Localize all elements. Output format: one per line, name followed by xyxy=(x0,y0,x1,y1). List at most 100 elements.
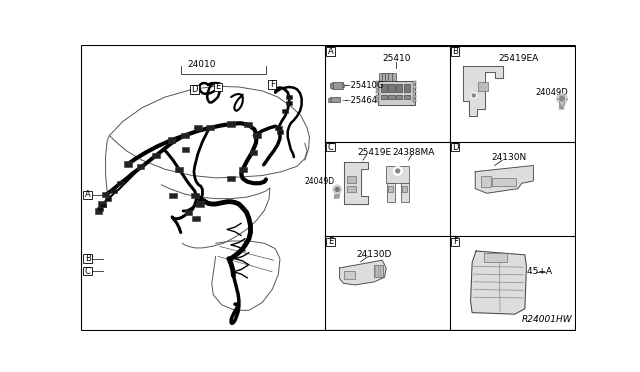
Text: - 25410G: - 25410G xyxy=(345,81,383,90)
Bar xyxy=(492,178,516,186)
Bar xyxy=(378,81,415,106)
Bar xyxy=(376,86,379,89)
Bar xyxy=(478,81,488,91)
Bar xyxy=(214,83,222,91)
Bar xyxy=(286,95,292,99)
Bar xyxy=(180,133,189,138)
Bar xyxy=(168,137,175,143)
Bar xyxy=(326,238,335,246)
Bar xyxy=(413,81,417,84)
Text: 25410: 25410 xyxy=(382,54,410,63)
Bar xyxy=(376,81,379,84)
Bar xyxy=(169,193,177,198)
Text: 25419EA: 25419EA xyxy=(499,54,539,63)
Bar xyxy=(374,265,383,277)
Circle shape xyxy=(333,185,342,194)
Text: A: A xyxy=(85,190,91,199)
Text: B: B xyxy=(85,254,91,263)
Bar xyxy=(481,176,491,187)
Text: 25419E: 25419E xyxy=(357,148,392,157)
Text: R24001HW: R24001HW xyxy=(522,315,572,324)
Bar xyxy=(382,73,387,82)
Polygon shape xyxy=(463,66,503,116)
Bar xyxy=(206,125,214,131)
Text: F: F xyxy=(452,237,458,246)
Bar xyxy=(379,73,384,82)
Bar xyxy=(344,271,355,279)
Text: E: E xyxy=(328,237,333,246)
Circle shape xyxy=(393,166,403,176)
Bar xyxy=(83,190,92,199)
Bar xyxy=(413,86,417,89)
Text: 24388MA: 24388MA xyxy=(392,148,435,157)
Bar xyxy=(484,253,507,262)
Text: 24130D: 24130D xyxy=(357,250,392,259)
Bar xyxy=(326,47,335,56)
Polygon shape xyxy=(476,166,533,193)
Bar xyxy=(386,166,410,183)
Bar xyxy=(413,95,417,98)
Bar xyxy=(152,153,160,158)
Bar xyxy=(244,122,252,128)
Text: C: C xyxy=(328,142,333,151)
Circle shape xyxy=(470,92,477,99)
Bar xyxy=(253,133,260,138)
Bar xyxy=(191,85,199,93)
Bar xyxy=(83,254,92,263)
Polygon shape xyxy=(340,260,386,285)
Polygon shape xyxy=(344,162,368,204)
Bar xyxy=(97,208,103,211)
Text: - 25464: - 25464 xyxy=(345,96,377,105)
Bar xyxy=(136,164,145,169)
Text: 24345+A: 24345+A xyxy=(511,267,553,276)
Bar xyxy=(388,95,395,99)
Bar xyxy=(381,84,387,92)
Bar xyxy=(413,99,417,102)
Bar xyxy=(111,189,117,193)
Text: D: D xyxy=(452,142,458,151)
Bar xyxy=(175,167,183,172)
Circle shape xyxy=(396,169,400,173)
Bar xyxy=(124,161,132,167)
Bar xyxy=(328,98,331,102)
Bar xyxy=(387,183,395,202)
Circle shape xyxy=(472,94,476,97)
Bar xyxy=(381,95,387,99)
Bar xyxy=(347,186,356,192)
Bar xyxy=(194,125,202,131)
Bar xyxy=(184,210,193,215)
Bar xyxy=(105,197,111,201)
Bar xyxy=(392,73,396,82)
Bar xyxy=(98,201,106,207)
Text: D: D xyxy=(191,85,198,94)
Text: 24010: 24010 xyxy=(188,60,216,69)
Text: F: F xyxy=(270,80,275,89)
Bar xyxy=(347,176,356,183)
Bar xyxy=(388,73,393,82)
Text: 24049D: 24049D xyxy=(536,88,568,97)
Bar xyxy=(227,121,235,126)
Polygon shape xyxy=(470,251,527,314)
Bar xyxy=(396,84,403,92)
Bar xyxy=(275,126,282,130)
Circle shape xyxy=(560,96,564,101)
Text: 24049D: 24049D xyxy=(304,177,334,186)
Bar xyxy=(376,95,379,98)
Bar xyxy=(404,84,410,92)
Text: A: A xyxy=(328,47,333,56)
Bar xyxy=(100,203,106,207)
Bar xyxy=(332,82,343,89)
Bar xyxy=(376,99,379,102)
Bar xyxy=(413,90,417,93)
Bar xyxy=(239,167,246,172)
Bar xyxy=(250,150,257,155)
Bar xyxy=(385,73,390,82)
Bar xyxy=(182,147,189,152)
Bar xyxy=(83,267,92,275)
Bar xyxy=(196,201,204,207)
Text: 24130N: 24130N xyxy=(491,153,526,162)
Text: C: C xyxy=(85,266,91,276)
Circle shape xyxy=(335,187,339,191)
Bar xyxy=(396,95,403,99)
Bar xyxy=(451,47,460,56)
